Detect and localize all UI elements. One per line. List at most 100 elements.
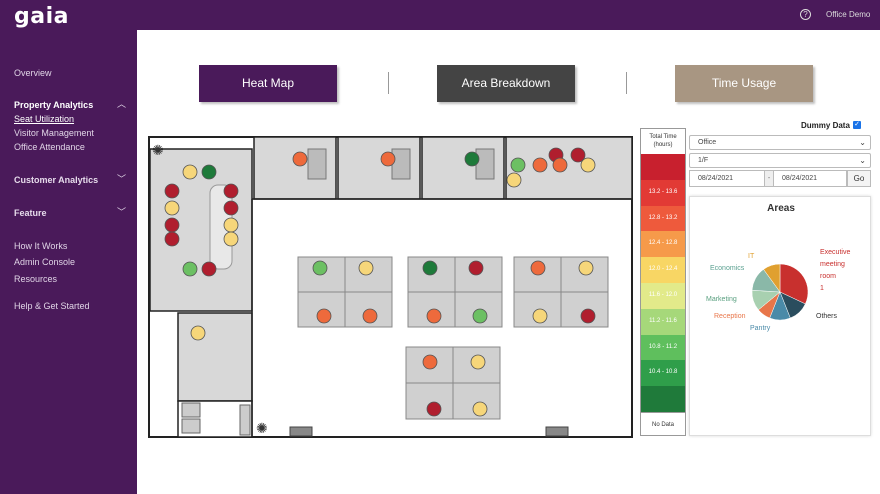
label-marketing: Marketing bbox=[706, 296, 737, 303]
seat-marker[interactable] bbox=[362, 308, 378, 324]
brand-logo[interactable]: gaia bbox=[14, 4, 69, 29]
seat-marker[interactable] bbox=[532, 308, 548, 324]
seat-marker[interactable] bbox=[164, 200, 180, 216]
dummy-data-checkbox[interactable]: ✓ bbox=[853, 121, 861, 129]
seat-marker[interactable] bbox=[510, 157, 526, 173]
nav-feature[interactable]: Feature bbox=[14, 208, 47, 218]
seat-marker[interactable] bbox=[580, 308, 596, 324]
seat-marker[interactable] bbox=[530, 260, 546, 276]
seat-marker[interactable] bbox=[201, 164, 217, 180]
seat-marker[interactable] bbox=[223, 231, 239, 247]
seat-marker[interactable] bbox=[422, 260, 438, 276]
chevron-down-icon[interactable]: ﹀ bbox=[117, 174, 127, 184]
tab-divider bbox=[626, 72, 627, 94]
nav-property-analytics[interactable]: Property Analytics bbox=[14, 100, 94, 110]
seat-marker[interactable] bbox=[190, 325, 206, 341]
pie-slice[interactable] bbox=[763, 263, 781, 293]
seat-marker[interactable] bbox=[468, 260, 484, 276]
label-reception: Reception bbox=[714, 313, 746, 320]
floor-select[interactable]: 1/F ⌄ bbox=[689, 153, 871, 168]
chevron-up-icon[interactable]: ︿ bbox=[117, 99, 127, 109]
date-from-input[interactable]: 08/24/2021 bbox=[689, 170, 765, 187]
legend-title: Total Time (hours) bbox=[649, 134, 677, 148]
seat-marker[interactable] bbox=[182, 164, 198, 180]
seat-marker[interactable] bbox=[422, 354, 438, 370]
label-others: Others bbox=[816, 313, 838, 320]
seat-marker[interactable] bbox=[470, 354, 486, 370]
seat-marker[interactable] bbox=[552, 157, 568, 173]
seat-marker[interactable] bbox=[316, 308, 332, 324]
nav-customer-analytics[interactable]: Customer Analytics bbox=[14, 175, 99, 185]
label-exec-4: 1 bbox=[820, 285, 824, 292]
legend-row bbox=[641, 154, 685, 180]
seat-marker[interactable] bbox=[472, 401, 488, 417]
seat-marker[interactable] bbox=[164, 231, 180, 247]
legend-row: 11.2 - 11.6 bbox=[641, 308, 685, 335]
chevron-down-icon[interactable]: ﹀ bbox=[117, 207, 127, 217]
nav-seat-utilization[interactable]: Seat Utilization bbox=[14, 114, 75, 124]
nav-resources[interactable]: Resources bbox=[14, 274, 58, 284]
areas-pie-chart bbox=[751, 263, 809, 321]
areas-panel: Areas Executive meeting room 1 Others Pa… bbox=[689, 196, 871, 436]
pie-slice[interactable] bbox=[779, 263, 809, 305]
legend-row: 13.2 - 13.6 bbox=[641, 179, 685, 206]
seat-marker[interactable] bbox=[201, 261, 217, 277]
tab-heat-map[interactable]: Heat Map bbox=[199, 65, 337, 102]
legend-row: 12.8 - 13.2 bbox=[641, 205, 685, 232]
nav-visitor-management[interactable]: Visitor Management bbox=[14, 128, 94, 138]
seat-marker[interactable] bbox=[426, 308, 442, 324]
legend-no-data: No Data bbox=[641, 411, 685, 437]
seat-marker[interactable] bbox=[312, 260, 328, 276]
seat-marker[interactable] bbox=[223, 200, 239, 216]
nav-help[interactable]: Help & Get Started bbox=[14, 301, 90, 311]
seat-marker[interactable] bbox=[164, 183, 180, 199]
seat-marker[interactable] bbox=[472, 308, 488, 324]
seat-marker[interactable] bbox=[570, 147, 586, 163]
heat-legend: Total Time (hours) 13.2 - 13.6 12.8 - 13.… bbox=[640, 128, 686, 436]
sidebar: Overview Property Analytics ︿ Seat Utili… bbox=[0, 30, 137, 494]
help-icon[interactable]: ? bbox=[800, 9, 811, 20]
legend-row bbox=[641, 386, 685, 412]
seat-marker[interactable] bbox=[580, 157, 596, 173]
account-name[interactable]: Office Demo bbox=[826, 10, 871, 19]
nav-how-it-works[interactable]: How It Works bbox=[14, 241, 68, 251]
tab-divider bbox=[388, 72, 389, 94]
label-pantry: Pantry bbox=[750, 325, 771, 332]
tab-area-breakdown[interactable]: Area Breakdown bbox=[437, 65, 575, 102]
seat-marker[interactable] bbox=[182, 261, 198, 277]
tab-time-usage[interactable]: Time Usage bbox=[675, 65, 813, 102]
seat-marker[interactable] bbox=[506, 172, 522, 188]
seat-marker[interactable] bbox=[426, 401, 442, 417]
seat-marker[interactable] bbox=[578, 260, 594, 276]
chevron-down-icon: ⌄ bbox=[859, 156, 866, 165]
nav-office-attendance[interactable]: Office Attendance bbox=[14, 142, 85, 152]
date-to-input[interactable]: 08/24/2021 bbox=[773, 170, 847, 187]
label-exec-3: room bbox=[820, 273, 836, 280]
seat-marker[interactable] bbox=[358, 260, 374, 276]
seat-marker[interactable] bbox=[464, 151, 480, 167]
plant-icon: ✺ bbox=[152, 142, 164, 158]
go-button[interactable]: Go bbox=[847, 170, 871, 187]
seat-marker[interactable] bbox=[223, 183, 239, 199]
label-exec-1: Executive bbox=[820, 249, 851, 256]
label-exec-2: meeting bbox=[820, 261, 845, 268]
legend-row: 12.0 - 12.4 bbox=[641, 257, 685, 283]
seat-marker[interactable] bbox=[164, 217, 180, 233]
legend-row: 12.4 - 12.8 bbox=[641, 231, 685, 258]
nav-overview[interactable]: Overview bbox=[14, 68, 52, 78]
dummy-data-label: Dummy Data bbox=[801, 121, 850, 130]
seat-marker[interactable] bbox=[223, 217, 239, 233]
legend-row: 10.4 - 10.8 bbox=[641, 360, 685, 387]
nav-admin-console[interactable]: Admin Console bbox=[14, 257, 76, 267]
top-bar: gaia ? Office Demo bbox=[0, 0, 880, 30]
plant-icon: ✺ bbox=[256, 420, 268, 436]
seat-marker[interactable] bbox=[292, 151, 308, 167]
seat-marker[interactable] bbox=[532, 157, 548, 173]
areas-title: Areas bbox=[767, 203, 795, 214]
legend-row: 11.6 - 12.0 bbox=[641, 282, 685, 309]
seat-marker[interactable] bbox=[380, 151, 396, 167]
chevron-down-icon: ⌄ bbox=[859, 138, 866, 147]
property-select[interactable]: Office ⌄ bbox=[689, 135, 871, 150]
label-economics: Economics bbox=[710, 265, 745, 272]
floor-plan: ✺ ✺ bbox=[148, 136, 633, 438]
